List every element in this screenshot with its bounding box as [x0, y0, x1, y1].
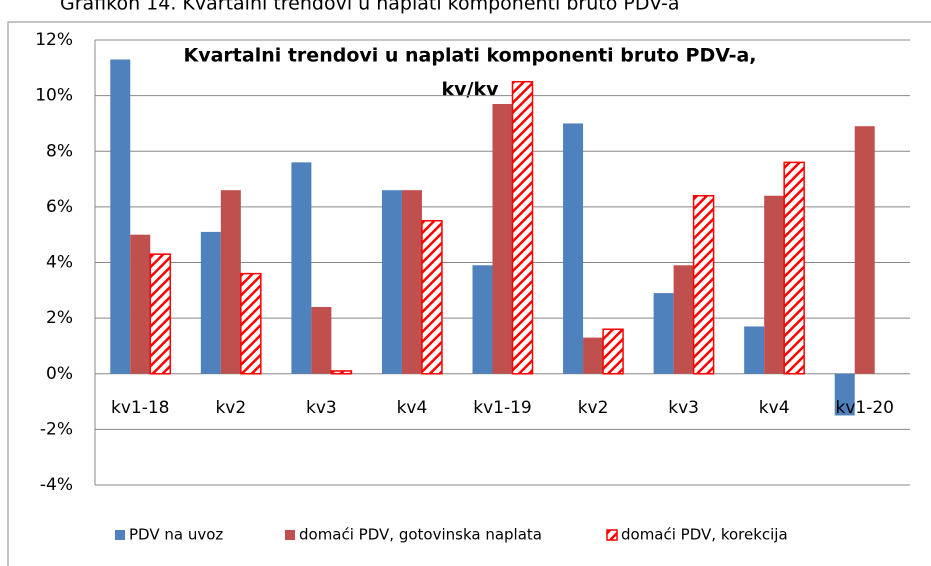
- bar: [472, 265, 493, 374]
- y-tick-label: -2%: [40, 419, 73, 439]
- x-tick-label: kv2: [215, 398, 246, 418]
- legend-label: domaći PDV, gotovinska naplata: [299, 526, 542, 544]
- caption: Grafikon 14. Kvartalni trendovi u naplat…: [60, 0, 680, 15]
- y-tick-label: 4%: [46, 253, 73, 273]
- x-tick-label: kv1-20: [835, 398, 894, 418]
- bar: [130, 234, 151, 374]
- y-tick-label: 2%: [46, 308, 73, 328]
- chart-title: kv/kv: [442, 79, 500, 101]
- x-tick-label: kv3: [668, 398, 699, 418]
- bar: [311, 307, 332, 374]
- bar: [401, 190, 422, 374]
- legend-swatch: [606, 529, 618, 541]
- bar: [330, 370, 353, 375]
- bar: [673, 265, 694, 374]
- y-tick-label: 12%: [35, 30, 73, 50]
- bar: [240, 272, 262, 375]
- x-tick-label: kv2: [578, 398, 609, 418]
- y-tick-label: 6%: [46, 197, 73, 217]
- bar: [381, 190, 402, 374]
- bar: [563, 123, 584, 374]
- bar: [834, 373, 855, 416]
- bar: [744, 326, 765, 374]
- bar: [653, 293, 674, 374]
- bar: [492, 103, 513, 374]
- legend-label: PDV na uvoz: [129, 526, 223, 544]
- bar: [783, 161, 805, 375]
- bar: [149, 253, 172, 375]
- bar: [602, 328, 624, 375]
- y-tick-label: 0%: [46, 364, 73, 384]
- bar: [200, 231, 221, 374]
- bar: [764, 195, 785, 374]
- legend-label: domaći PDV, korekcija: [621, 526, 788, 544]
- frame: [7, 21, 931, 566]
- bar: [291, 162, 312, 374]
- bar: [511, 80, 534, 375]
- legend-swatch: [115, 530, 125, 540]
- x-tick-label: kv1-19: [473, 398, 532, 418]
- y-tick-label: 8%: [46, 141, 73, 161]
- bar: [421, 220, 443, 375]
- y-tick-label: -4%: [40, 475, 73, 495]
- bar: [220, 190, 241, 374]
- bar: [583, 337, 604, 374]
- bar: [692, 195, 715, 375]
- bar: [854, 126, 875, 374]
- chart-title: Kvartalni trendovi u naplati komponenti …: [183, 45, 756, 67]
- x-tick-label: kv3: [306, 398, 337, 418]
- legend-swatch: [285, 530, 295, 540]
- y-tick-label: 10%: [35, 86, 73, 106]
- x-tick-label: kv4: [397, 398, 428, 418]
- x-tick-label: kv4: [759, 398, 790, 418]
- x-tick-label: kv1-18: [111, 398, 170, 418]
- bar: [110, 59, 131, 374]
